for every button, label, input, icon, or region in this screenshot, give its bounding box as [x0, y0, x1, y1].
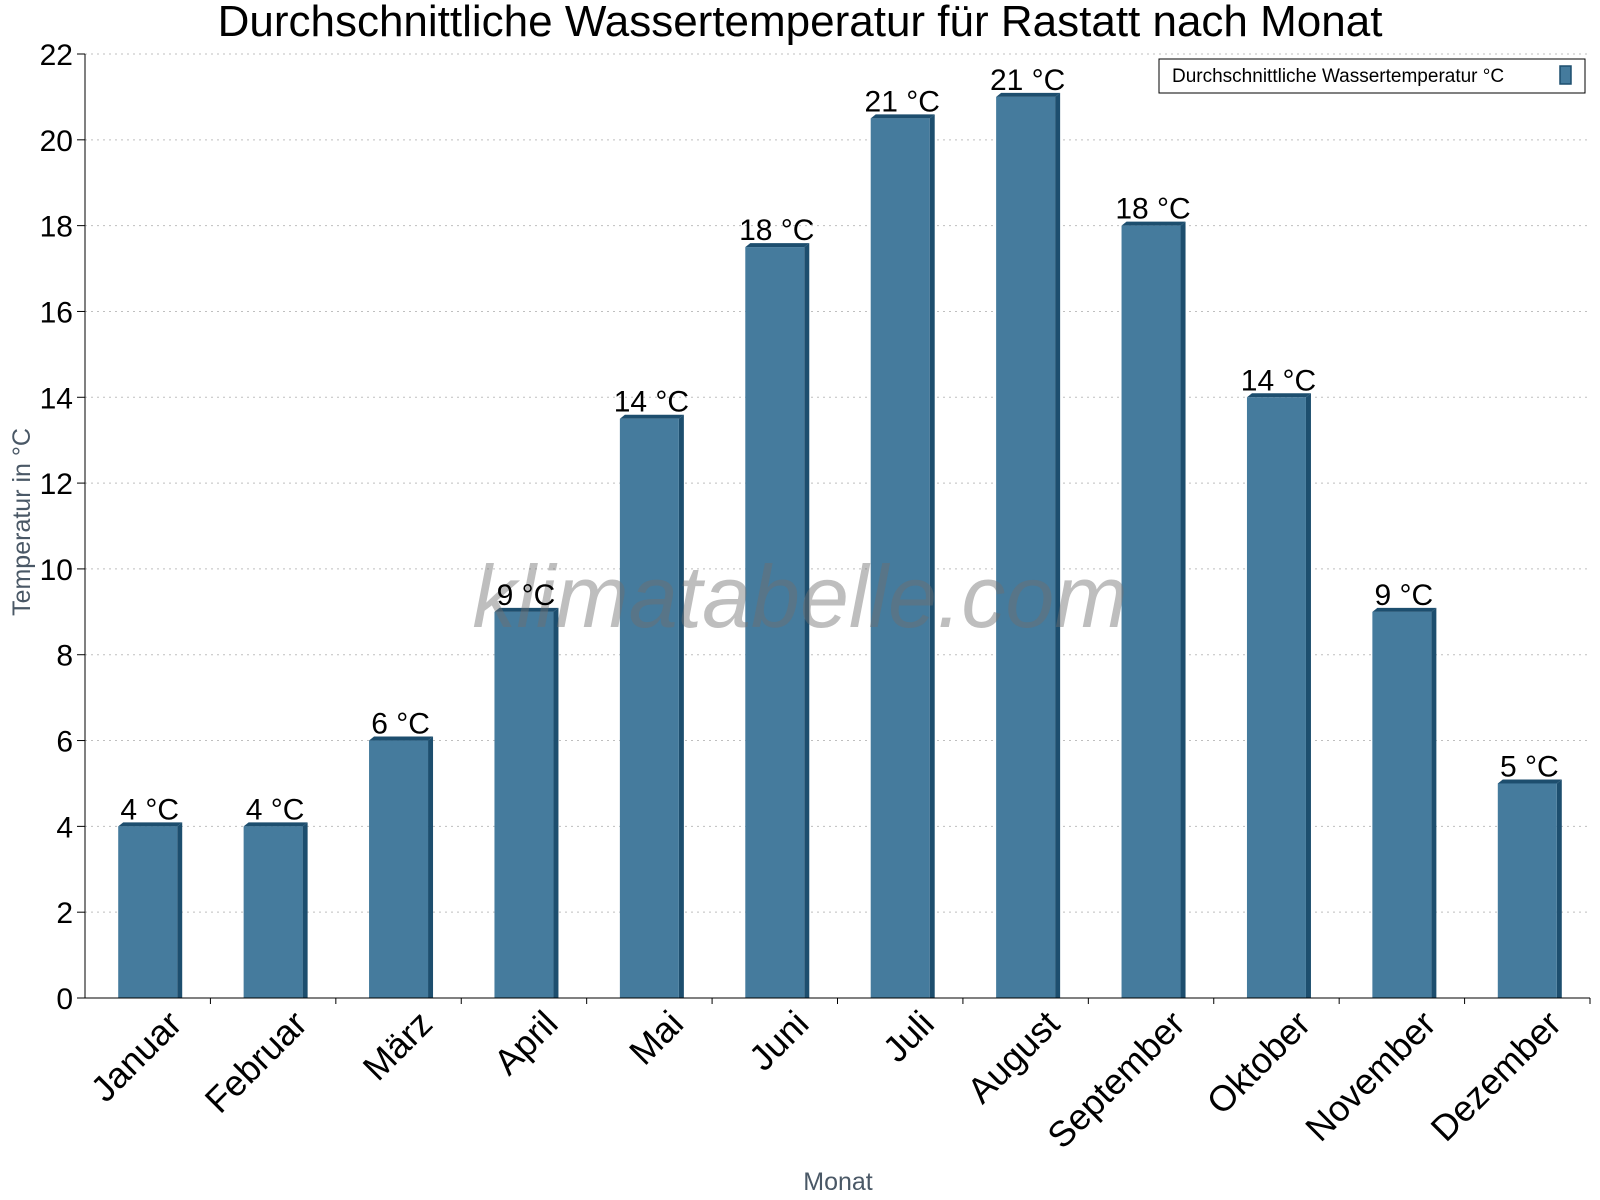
bar-value-label: 21 °C	[990, 64, 1065, 97]
bar-value-label: 5 °C	[1500, 750, 1559, 783]
y-tick-label: 8	[56, 640, 73, 673]
bar	[1372, 607, 1437, 998]
x-axis-ticks: Januar Februar März April Mai Juni Juli AugustS…	[83, 998, 1591, 1157]
y-tick-label: 12	[40, 468, 73, 501]
bar-value-label: 18 °C	[1115, 193, 1190, 226]
bar-face	[619, 418, 679, 998]
bar	[1121, 221, 1186, 999]
y-tick-label: 22	[40, 39, 73, 72]
bar-value-label: 14 °C	[1241, 364, 1316, 397]
bar-value-label: 4 °C	[246, 793, 305, 826]
bar-top	[745, 243, 810, 248]
bar-top	[996, 92, 1061, 97]
bar-top	[1246, 393, 1311, 398]
bar-face	[1246, 397, 1306, 999]
bar-labels: 4 °C 4 °C 6 °C 9 °C 14 °C 18 °C 21 °C 21 °C 18 °…	[120, 64, 1558, 826]
bar-face	[996, 96, 1056, 999]
y-tick-label: 4	[56, 811, 73, 844]
y-tick-label: 18	[40, 211, 73, 244]
y-axis-title: Temperatur in °C	[8, 428, 36, 616]
bar-side	[804, 243, 810, 998]
x-tick-label: Januar	[83, 1003, 190, 1110]
bar-side	[678, 414, 684, 998]
bar-side	[929, 114, 935, 998]
legend-swatch	[1559, 65, 1572, 85]
legend-label: Durchschnittliche Wassertemperatur °C	[1172, 66, 1504, 87]
x-tick-label: November	[1297, 1003, 1443, 1149]
bar-side	[1305, 393, 1311, 999]
bar-value-label: 21 °C	[865, 85, 940, 118]
x-tick-label: August	[959, 1003, 1067, 1111]
bar-face	[1497, 783, 1557, 998]
x-tick-label: Dezember	[1423, 1003, 1569, 1149]
bar-side	[302, 822, 308, 998]
bar	[494, 607, 559, 998]
bar-face	[243, 826, 303, 998]
y-tick-label: 20	[40, 125, 73, 158]
bar-value-label: 9 °C	[1375, 579, 1434, 612]
bar	[243, 822, 308, 998]
bar-face	[118, 826, 178, 998]
y-tick-label: 0	[56, 983, 73, 1016]
y-tick-label: 10	[40, 554, 73, 587]
bar-value-label: 4 °C	[120, 793, 179, 826]
x-tick-label: Februar	[197, 1003, 315, 1121]
x-tick-label: Mai	[621, 1003, 691, 1073]
y-tick-label: 6	[56, 726, 73, 759]
bar-top	[118, 822, 183, 827]
y-tick-label: 14	[40, 382, 73, 415]
x-tick-label: Juni	[741, 1003, 817, 1079]
bar-face	[745, 247, 805, 998]
chart-title: Durchschnittliche Wassertemperatur für R…	[218, 0, 1383, 46]
x-tick-label: Oktober	[1199, 1003, 1319, 1123]
bar-side	[428, 736, 434, 998]
bar	[1246, 393, 1311, 999]
bar	[745, 243, 810, 998]
bar-face	[870, 118, 930, 998]
bar-value-label: 6 °C	[371, 708, 430, 741]
axes	[84, 54, 1590, 999]
bar-top	[870, 114, 935, 119]
y-tick-label: 16	[40, 296, 73, 329]
bar-value-label: 9 °C	[497, 579, 556, 612]
bar	[996, 92, 1061, 999]
bar-face	[494, 611, 554, 998]
y-tick-label: 2	[56, 897, 73, 930]
grid-lines	[85, 53, 1590, 913]
bar-face	[1372, 611, 1432, 998]
bar-side	[177, 822, 183, 998]
x-tick-label: April	[486, 1003, 566, 1083]
bar	[1497, 779, 1562, 998]
x-tick-label: September	[1039, 1003, 1193, 1157]
legend: Durchschnittliche Wassertemperatur °C	[1158, 58, 1586, 94]
bar-top	[1497, 779, 1562, 784]
y-axis-ticks: 0 2 4 6 8 10 12 14 16 18 20 22	[40, 39, 85, 1016]
legend-box	[1158, 58, 1586, 94]
bar-value-label: 18 °C	[739, 214, 814, 247]
bar	[369, 736, 434, 998]
bar-side	[1055, 92, 1061, 999]
bar	[118, 822, 183, 998]
bar-top	[1121, 221, 1186, 226]
bars	[118, 92, 1562, 999]
bar-top	[494, 607, 559, 612]
x-tick-label: März	[355, 1003, 441, 1089]
bar-side	[1431, 607, 1437, 998]
bar-face	[369, 740, 429, 998]
x-axis-title: Monat	[803, 1168, 873, 1196]
bar-value-label: 14 °C	[614, 386, 689, 419]
bar-side	[553, 607, 559, 998]
x-tick-label: Juli	[875, 1003, 942, 1070]
bar	[619, 414, 684, 998]
watermark: klimatabelle.com	[472, 547, 1127, 646]
bar	[870, 114, 935, 998]
bar-top	[619, 414, 684, 419]
bar-side	[1556, 779, 1562, 998]
bar-top	[369, 736, 434, 741]
bar-top	[243, 822, 308, 827]
bar-side	[1180, 221, 1186, 999]
bar-top	[1372, 607, 1437, 612]
bar-face	[1121, 225, 1181, 999]
